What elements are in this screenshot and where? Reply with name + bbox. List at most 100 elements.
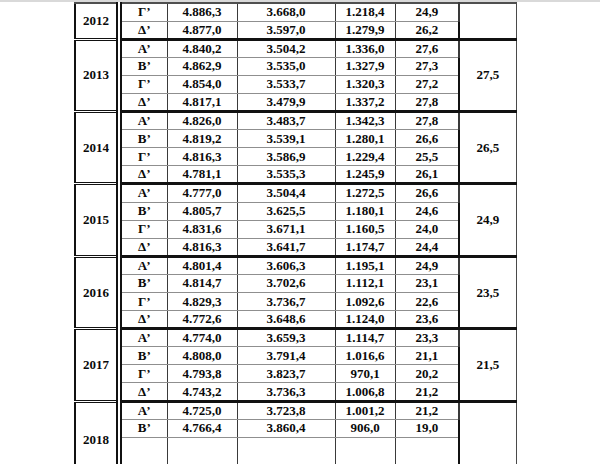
statistics-table: 2012Γ’4.886,33.668,01.218,424,9Δ’4.877,0… (74, 2, 517, 464)
data-cell: 4.862,9 (167, 57, 237, 75)
data-cell: 1.016,6 (335, 347, 395, 365)
table-row-clipped (75, 437, 516, 464)
data-cell: 27,8 (395, 112, 459, 130)
data-cell: 24,4 (395, 238, 459, 256)
year-cell: 2018 (75, 401, 119, 464)
table-row: Δ’4.877,03.597,01.279,926,2 (75, 21, 516, 39)
statistics-table-wrap: 2012Γ’4.886,33.668,01.218,424,9Δ’4.877,0… (74, 2, 517, 464)
year-cell: 2015 (75, 184, 119, 256)
data-cell: 3.702,6 (237, 274, 335, 292)
data-cell: 1.279,9 (335, 21, 395, 39)
data-cell: 27,8 (395, 93, 459, 111)
table-row: Γ’4.831,63.671,11.160,524,0 (75, 220, 516, 238)
data-cell: 26,1 (395, 166, 459, 184)
table-row: 2017Α’4.774,03.659,31.114,723,321,5 (75, 329, 516, 347)
data-cell: 3.504,2 (237, 39, 335, 57)
data-cell: 3.860,4 (237, 419, 335, 437)
data-cell: 1.218,4 (335, 3, 395, 21)
quarter-cell: Α’ (119, 329, 167, 347)
year-cell: 2017 (75, 329, 119, 401)
table-row: Δ’4.743,23.736,31.006,821,2 (75, 383, 516, 401)
year-cell: 2013 (75, 39, 119, 111)
data-cell: 3.535,0 (237, 57, 335, 75)
quarter-cell: Α’ (119, 256, 167, 274)
table-row: 2018Α’4.725,03.723,81.001,221,2 (75, 401, 516, 419)
table-row: 2016Α’4.801,43.606,31.195,124,923,5 (75, 256, 516, 274)
table-row: Δ’4.817,13.479,91.337,227,8 (75, 93, 516, 111)
data-cell: 4.801,4 (167, 256, 237, 274)
data-cell: 1.337,2 (335, 93, 395, 111)
data-cell: 23,1 (395, 274, 459, 292)
quarter-cell: Δ’ (119, 93, 167, 111)
data-cell: 3.535,3 (237, 166, 335, 184)
annual-average-cell (459, 3, 516, 39)
data-cell: 4.781,1 (167, 166, 237, 184)
data-cell: 19,0 (395, 419, 459, 437)
data-cell: 1.342,3 (335, 112, 395, 130)
quarter-cell: Α’ (119, 39, 167, 57)
data-cell: 3.823,7 (237, 365, 335, 383)
data-cell: 3.668,0 (237, 3, 335, 21)
annual-average-cell: 26,5 (459, 112, 516, 184)
quarter-cell: Γ’ (119, 220, 167, 238)
quarter-cell: Β’ (119, 347, 167, 365)
data-cell: 3.483,7 (237, 112, 335, 130)
data-cell (237, 437, 335, 464)
data-cell: 3.539,1 (237, 130, 335, 148)
data-cell: 24,9 (395, 3, 459, 21)
data-cell: 3.606,3 (237, 256, 335, 274)
table-row: Δ’4.816,33.641,71.174,724,4 (75, 238, 516, 256)
data-cell: 3.504,4 (237, 184, 335, 202)
table-row: Γ’4.816,33.586,91.229,425,5 (75, 148, 516, 166)
data-cell: 4.816,3 (167, 238, 237, 256)
data-cell: 4.817,1 (167, 93, 237, 111)
data-cell: 1.092,6 (335, 293, 395, 311)
quarter-cell: Γ’ (119, 365, 167, 383)
table-row: 2013Α’4.840,23.504,21.336,027,627,5 (75, 39, 516, 57)
data-cell: 27,2 (395, 75, 459, 93)
year-cell: 2012 (75, 3, 119, 39)
data-cell: 4.772,6 (167, 311, 237, 329)
data-cell: 4.840,2 (167, 39, 237, 57)
table-row: Γ’4.793,83.823,7970,120,2 (75, 365, 516, 383)
quarter-cell: Δ’ (119, 383, 167, 401)
data-cell: 1.006,8 (335, 383, 395, 401)
data-cell: 27,3 (395, 57, 459, 75)
data-cell: 3.659,3 (237, 329, 335, 347)
data-cell: 4.854,0 (167, 75, 237, 93)
quarter-cell: Α’ (119, 401, 167, 419)
data-cell: 1.327,9 (335, 57, 395, 75)
quarter-cell: Γ’ (119, 3, 167, 21)
table-body: 2012Γ’4.886,33.668,01.218,424,9Δ’4.877,0… (75, 3, 516, 464)
data-cell (395, 437, 459, 464)
data-cell: 1.174,7 (335, 238, 395, 256)
data-cell: 27,6 (395, 39, 459, 57)
data-cell: 1.001,2 (335, 401, 395, 419)
data-cell: 24,6 (395, 202, 459, 220)
data-cell: 3.479,9 (237, 93, 335, 111)
quarter-cell: Γ’ (119, 75, 167, 93)
data-cell: 906,0 (335, 419, 395, 437)
data-cell: 21,1 (395, 347, 459, 365)
data-cell: 4.819,2 (167, 130, 237, 148)
data-cell: 3.533,7 (237, 75, 335, 93)
data-cell: 4.829,3 (167, 293, 237, 311)
quarter-cell: Γ’ (119, 293, 167, 311)
data-cell: 4.808,0 (167, 347, 237, 365)
quarter-cell: Δ’ (119, 166, 167, 184)
table-row: Δ’4.772,63.648,61.124,023,6 (75, 311, 516, 329)
quarter-cell: Δ’ (119, 21, 167, 39)
table-row: Β’4.862,93.535,01.327,927,3 (75, 57, 516, 75)
data-cell: 1.114,7 (335, 329, 395, 347)
data-cell: 24,9 (395, 256, 459, 274)
data-cell: 4.777,0 (167, 184, 237, 202)
data-cell: 3.597,0 (237, 21, 335, 39)
data-cell: 4.831,6 (167, 220, 237, 238)
year-cell: 2016 (75, 256, 119, 328)
data-cell: 3.723,8 (237, 401, 335, 419)
data-cell: 4.766,4 (167, 419, 237, 437)
data-cell: 26,6 (395, 130, 459, 148)
quarter-cell: Β’ (119, 130, 167, 148)
table-row: 2014Α’4.826,03.483,71.342,327,826,5 (75, 112, 516, 130)
data-cell: 3.586,9 (237, 148, 335, 166)
